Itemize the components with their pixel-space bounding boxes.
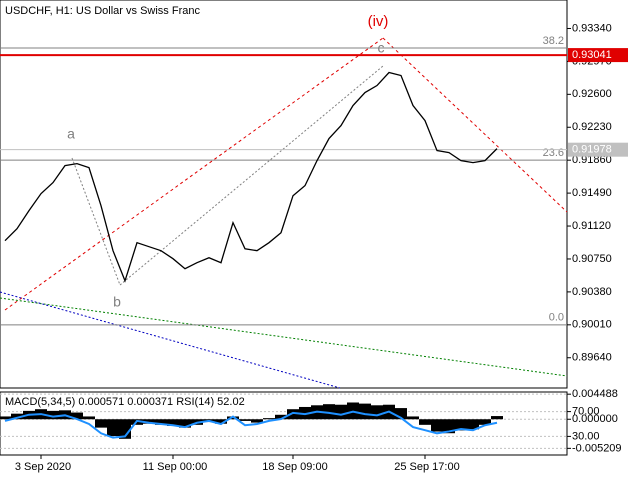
macd-bar [215, 419, 227, 424]
y2-tick-label: 30.00 [572, 430, 600, 442]
y-tick-label: -0.005209 [572, 442, 622, 454]
macd-bar [83, 416, 95, 420]
trend-line [0, 297, 568, 377]
wave-line [119, 65, 384, 286]
macd-bar [371, 405, 383, 420]
y-tick-label: 0.91860 [572, 154, 612, 166]
y2-tick-label: 70.00 [572, 406, 600, 418]
fib-label: 0.0 [549, 312, 564, 324]
macd-bar [95, 419, 107, 428]
y-tick-label: 0.90010 [572, 319, 612, 331]
y-tick-label: 0.91490 [572, 187, 612, 199]
macd-bar [47, 410, 59, 420]
y-tick-label: 0.93340 [572, 22, 612, 34]
macd-bar [323, 404, 335, 420]
y-tick-label: 0.92230 [572, 121, 612, 133]
fib-label: 23.6 [543, 147, 564, 159]
macd-bar [467, 419, 479, 430]
y-tick-label: 0.90750 [572, 253, 612, 265]
x-tick-label: 25 Sep 17:00 [394, 461, 459, 473]
x-tick-label: 3 Sep 2020 [15, 461, 71, 473]
indicator-title: MACD(5,34,5) 0.000571 0.000371 RSI(14) 5… [5, 396, 245, 408]
price-box [568, 48, 628, 63]
fib-label: 38.2 [543, 35, 564, 47]
macd-bar [11, 413, 23, 420]
wave-label: a [67, 126, 75, 142]
price-label: 0.93041 [572, 49, 612, 61]
macd-bar [263, 418, 275, 420]
y-tick-label: 0.92600 [572, 88, 612, 100]
macd-bar [155, 419, 167, 425]
macd-bar [179, 419, 191, 428]
macd-bar [443, 419, 455, 434]
y-tick-label: 0.004488 [572, 388, 618, 400]
macd-bar [407, 416, 419, 420]
wave-label: (iv) [368, 13, 389, 30]
y-tick-label: 0.000000 [572, 413, 618, 425]
y-tick-label: 0.90380 [572, 286, 612, 298]
price-line-series [4, 71, 498, 283]
macd-bar [239, 419, 251, 421]
x-tick-label: 18 Sep 09:00 [262, 461, 327, 473]
macd-bar [71, 412, 83, 420]
y-tick-label: 0.89640 [572, 352, 612, 364]
macd-bar [335, 404, 347, 420]
macd-bar [167, 419, 179, 426]
main-panel [0, 0, 568, 389]
macd-bar [0, 416, 11, 420]
trend-line [0, 291, 341, 389]
chart-title: USDCHF, H1: US Dollar vs Swiss Franc [5, 5, 200, 17]
macd-bar [227, 416, 239, 420]
macd-bar [455, 419, 467, 431]
trend-line [382, 37, 568, 213]
macd-bar [491, 416, 503, 420]
wave-line [71, 157, 121, 286]
macd-bar [275, 414, 287, 420]
macd-bar [395, 408, 407, 420]
macd-bar [479, 419, 491, 425]
x-tick-label: 11 Sep 00:00 [143, 461, 208, 473]
macd-bar [359, 403, 371, 420]
macd-bar [143, 419, 155, 424]
macd-bar [431, 419, 443, 432]
macd-bar [287, 409, 299, 420]
price-label: 0.91978 [572, 144, 612, 156]
rsi-line [4, 410, 498, 439]
macd-bar [107, 419, 119, 437]
y-tick-label: 0.91120 [572, 220, 611, 232]
wave-label: b [113, 294, 121, 310]
macd-bar [419, 419, 431, 425]
price-box [568, 142, 628, 157]
wave-label: c [378, 40, 385, 56]
macd-bar [251, 419, 263, 423]
